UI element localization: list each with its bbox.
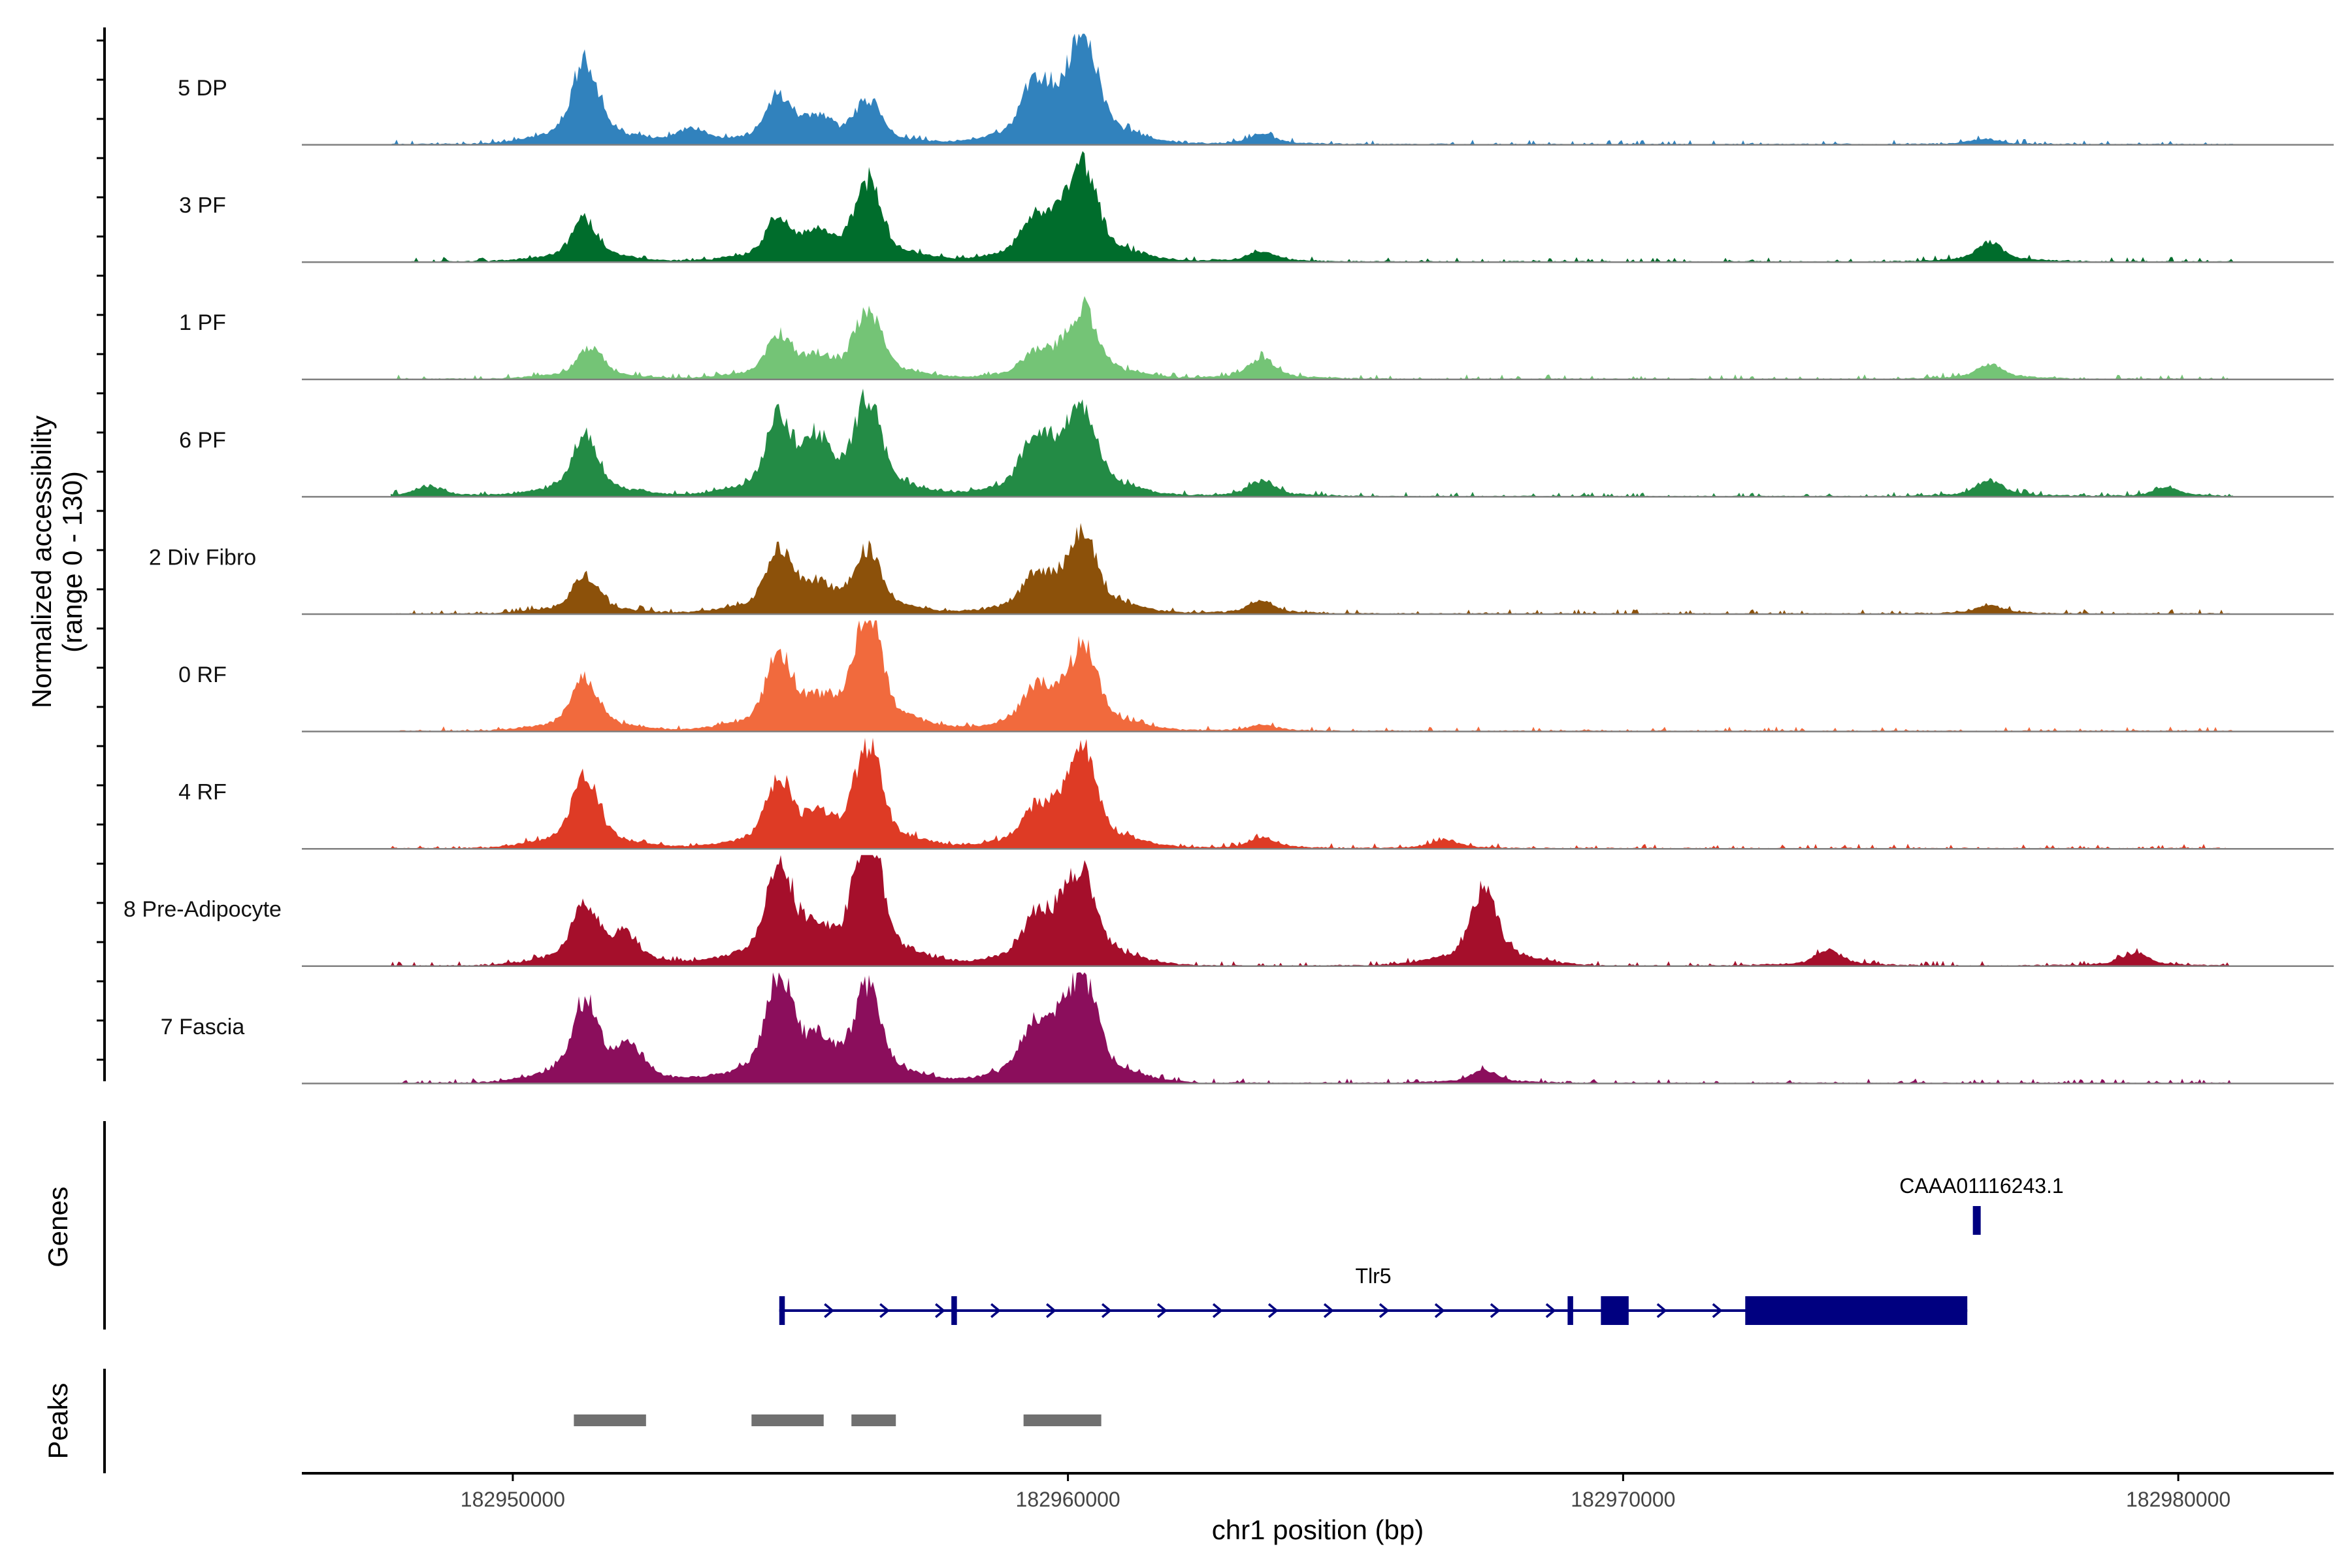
- peak-region: [1023, 1414, 1102, 1426]
- strand-arrow: [1379, 1303, 1390, 1318]
- track-label: 6 PF: [179, 428, 226, 453]
- peaks-panel-title: Peaks: [42, 1383, 73, 1460]
- peak-region-track: [574, 1414, 1102, 1426]
- strand-arrow: [1212, 1303, 1223, 1318]
- track-label: 4 RF: [178, 780, 227, 805]
- strand-arrow: [1434, 1303, 1445, 1318]
- coverage-area: [391, 738, 2233, 849]
- x-tick-label: 182950000: [461, 1488, 565, 1511]
- track-5-dp: 5 DP: [178, 33, 2334, 146]
- track-label: 1 PF: [179, 310, 226, 335]
- x-tick-label: 182980000: [2126, 1488, 2230, 1511]
- strand-arrow: [935, 1303, 945, 1318]
- strand-arrow: [1545, 1303, 1556, 1318]
- track-label: 0 RF: [178, 662, 227, 687]
- strand-arrow: [1267, 1303, 1279, 1318]
- coverage-area: [391, 620, 2233, 732]
- peak-region: [574, 1414, 646, 1426]
- strand-arrow: [1712, 1303, 1723, 1318]
- track-3-pf: 3 PF: [179, 151, 2334, 263]
- track-2-div-fibro: 2 Div Fibro: [149, 523, 2334, 615]
- gene-track: Tlr5 CAAA01116243.1: [779, 1174, 2064, 1325]
- track-0-rf: 0 RF: [178, 620, 2334, 732]
- exon: [779, 1296, 785, 1325]
- gene-label: CAAA01116243.1: [1899, 1174, 2063, 1198]
- coverage-area: [391, 855, 2233, 966]
- accessibility-tracks: 5 DP 3 PF 1 PF 6 PF 2 Div Fibro 0 RF 4 RF 8 Pre…: [123, 33, 2334, 1085]
- peak-region: [851, 1414, 896, 1426]
- x-axis-title: chr1 position (bp): [1212, 1514, 1424, 1545]
- gene-tlr5: Tlr5: [779, 1264, 1968, 1325]
- track-label: 7 Fascia: [161, 1015, 245, 1039]
- coverage-area: [391, 33, 2233, 145]
- coverage-area: [391, 523, 2233, 614]
- peak-region: [751, 1414, 824, 1426]
- track-label: 8 Pre-Adipocyte: [123, 897, 282, 922]
- strand-arrow: [879, 1303, 890, 1318]
- track-1-pf: 1 PF: [179, 296, 2334, 381]
- y-axis-title-range: (range 0 - 130): [57, 471, 88, 653]
- exon: [1745, 1296, 1968, 1325]
- strand-arrow: [1046, 1303, 1056, 1318]
- exon: [1567, 1296, 1573, 1325]
- strand-arrow: [990, 1303, 1001, 1318]
- strand-arrow: [1656, 1303, 1667, 1318]
- coverage-area: [391, 151, 2233, 263]
- track-8-pre-adipocyte: 8 Pre-Adipocyte: [123, 855, 2334, 968]
- strand-arrow: [1490, 1303, 1501, 1318]
- track-6-pf: 6 PF: [179, 388, 2334, 498]
- track-7-fascia: 7 Fascia: [161, 972, 2334, 1085]
- exon: [1601, 1296, 1629, 1325]
- track-label: 3 PF: [179, 193, 226, 218]
- strand-arrow: [824, 1303, 834, 1318]
- track-4-rf: 4 RF: [178, 738, 2334, 850]
- strand-arrow: [1101, 1303, 1112, 1318]
- coverage-area: [391, 388, 2233, 497]
- x-tick-label: 182970000: [1571, 1488, 1675, 1511]
- y-axis-ticks: [97, 39, 105, 1061]
- gene-label: Tlr5: [1355, 1264, 1391, 1288]
- coverage-area: [391, 972, 2233, 1084]
- gene-caaa01116243-1: CAAA01116243.1: [1899, 1174, 2064, 1235]
- coverage-area: [391, 296, 2233, 380]
- x-axis-ticks: 182950000 182960000 182970000 182980000: [461, 1473, 2230, 1511]
- x-tick-label: 182960000: [1016, 1488, 1120, 1511]
- track-label: 2 Div Fibro: [149, 545, 256, 570]
- genes-panel-title: Genes: [42, 1186, 73, 1267]
- exon: [951, 1296, 957, 1325]
- exon: [1972, 1206, 1981, 1235]
- y-axis-title: Normalized accessibility: [26, 416, 57, 708]
- strand-arrow: [1323, 1303, 1334, 1318]
- strand-arrow: [1156, 1303, 1168, 1318]
- track-label: 5 DP: [178, 76, 227, 101]
